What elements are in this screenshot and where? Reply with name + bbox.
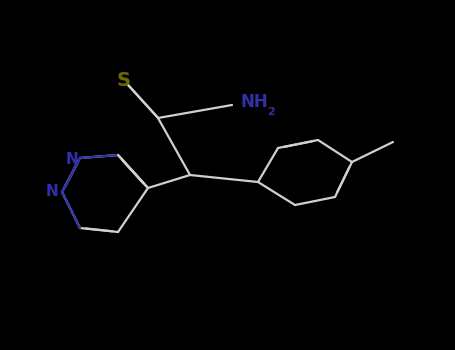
Text: N: N [66, 152, 78, 167]
Text: 2: 2 [267, 107, 275, 117]
Text: NH: NH [240, 93, 268, 111]
Text: N: N [46, 184, 58, 200]
Text: S: S [117, 71, 131, 91]
